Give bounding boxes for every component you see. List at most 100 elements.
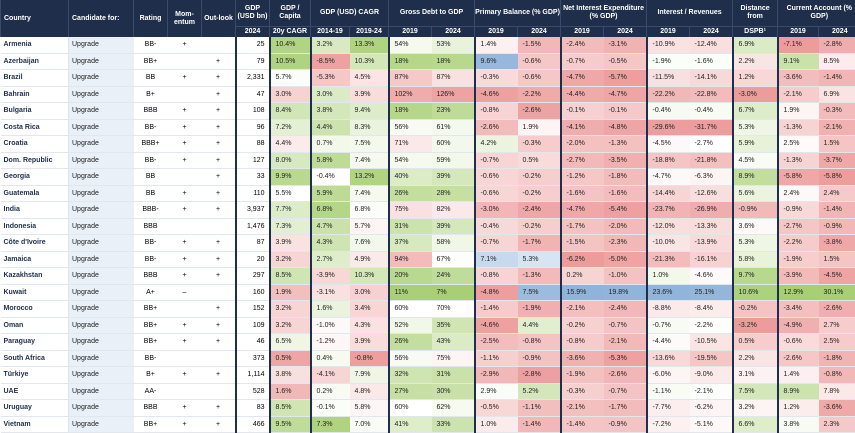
interest-2024-cell: -1.3% <box>604 136 647 153</box>
debt-2024-cell: 61% <box>432 119 475 136</box>
country-cell: Vietnam <box>1 416 69 433</box>
outlook-cell <box>202 350 236 367</box>
gdp-cell: 152 <box>236 301 270 318</box>
interest-2024-cell: -1.6% <box>604 185 647 202</box>
cagr-2019-24-cell: -0.8% <box>350 350 389 367</box>
distance-cell: 6.6% <box>733 416 778 433</box>
primary-2024-cell: -0.2% <box>518 185 561 202</box>
candidate-cell: Upgrade <box>69 334 134 351</box>
country-cell: Oman <box>1 317 69 334</box>
revenues-2024-cell: -22.8% <box>690 86 733 103</box>
candidate-cell: Upgrade <box>69 284 134 301</box>
momentum-cell: + <box>168 251 202 268</box>
primary-2019-cell: -0.5% <box>475 400 518 417</box>
candidate-cell: Upgrade <box>69 202 134 219</box>
debt-2019-cell: 60% <box>389 400 432 417</box>
ca-2019-cell: 1.9% <box>778 103 819 120</box>
debt-2019-cell: 18% <box>389 103 432 120</box>
outlook-cell: + <box>202 152 236 169</box>
cagr-2019-24-cell: 4.3% <box>350 317 389 334</box>
interest-2024-cell: -3.1% <box>604 37 647 53</box>
gdp-capita-cell: 7.7% <box>270 202 311 219</box>
rating-cell: B+ <box>134 367 168 384</box>
subheader-ca-2019: 2019 <box>778 27 819 38</box>
interest-2019-cell: -1.7% <box>561 218 604 235</box>
distance-cell: -0.9% <box>733 202 778 219</box>
interest-2019-cell: -0.7% <box>561 53 604 70</box>
distance-cell: 5.6% <box>733 185 778 202</box>
momentum-cell <box>168 86 202 103</box>
ca-2024-cell: 6.9% <box>819 86 855 103</box>
cagr-2014-19-cell: -0.1% <box>311 400 350 417</box>
revenues-2019-cell: -8.8% <box>647 301 690 318</box>
header-gdp: GDP (USD bn) <box>236 0 270 27</box>
header-interest-revenues: Interest / Revenues <box>647 0 733 27</box>
gdp-capita-cell: 8.0% <box>270 152 311 169</box>
country-cell: Uruguay <box>1 400 69 417</box>
cagr-2019-24-cell: 7.4% <box>350 152 389 169</box>
country-cell: Armenia <box>1 37 69 53</box>
primary-2024-cell: -1.1% <box>518 400 561 417</box>
primary-2019-cell: -0.6% <box>475 185 518 202</box>
ca-2019-cell: 8.9% <box>778 383 819 400</box>
ca-2019-cell: -2.2% <box>778 235 819 252</box>
debt-2019-cell: 87% <box>389 70 432 87</box>
revenues-2024-cell: -9.0% <box>690 367 733 384</box>
revenues-2019-cell: -4.7% <box>647 169 690 186</box>
ca-2024-cell: -3.7% <box>819 152 855 169</box>
primary-2019-cell: -2.5% <box>475 334 518 351</box>
subheader-debt-2024: 2024 <box>432 27 475 38</box>
country-cell: Paraguay <box>1 334 69 351</box>
debt-2024-cell: 87% <box>432 70 475 87</box>
revenues-2019-cell: -29.6% <box>647 119 690 136</box>
rating-cell: BB- <box>134 235 168 252</box>
country-cell: Indonesia <box>1 218 69 235</box>
momentum-cell: + <box>168 103 202 120</box>
primary-2024-cell: -2.4% <box>518 202 561 219</box>
revenues-2019-cell: -7.2% <box>647 416 690 433</box>
primary-2019-cell: 9.6% <box>475 53 518 70</box>
debt-2019-cell: 37% <box>389 235 432 252</box>
gdp-capita-cell: 5.5% <box>270 185 311 202</box>
outlook-cell: + <box>202 103 236 120</box>
revenues-2024-cell: -13.9% <box>690 235 733 252</box>
gdp-capita-cell: 1.6% <box>270 383 311 400</box>
debt-2024-cell: 43% <box>432 334 475 351</box>
revenues-2019-cell: -21.3% <box>647 251 690 268</box>
ca-2024-cell: 8.5% <box>819 53 855 70</box>
rating-cell: BB- <box>134 251 168 268</box>
cagr-2014-19-cell: 3.2% <box>311 37 350 53</box>
primary-2019-cell: 1.0% <box>475 416 518 433</box>
ca-2019-cell: -2.7% <box>778 218 819 235</box>
cagr-2014-19-cell: 0.4% <box>311 350 350 367</box>
revenues-2024-cell: -6.2% <box>690 400 733 417</box>
ca-2024-cell: 7.8% <box>819 383 855 400</box>
distance-cell: -3.2% <box>733 317 778 334</box>
interest-2024-cell: -1.8% <box>604 169 647 186</box>
revenues-2019-cell: -10.0% <box>647 235 690 252</box>
header-primary-balance: Primary Balance (% GDP) <box>475 0 561 27</box>
revenues-2019-cell: -4.5% <box>647 136 690 153</box>
country-cell: Kuwait <box>1 284 69 301</box>
revenues-2024-cell: -2.1% <box>690 383 733 400</box>
interest-2019-cell: -4.7% <box>561 70 604 87</box>
rating-cell: BB- <box>134 37 168 53</box>
primary-2019-cell: 4.2% <box>475 136 518 153</box>
country-cell: Croatia <box>1 136 69 153</box>
cagr-2019-24-cell: 4.5% <box>350 70 389 87</box>
ca-2024-cell: 1.5% <box>819 251 855 268</box>
interest-2024-cell: -2.1% <box>604 334 647 351</box>
cagr-2014-19-cell: -5.3% <box>311 70 350 87</box>
distance-cell: 5.3% <box>733 235 778 252</box>
outlook-cell: + <box>202 334 236 351</box>
momentum-cell: + <box>168 400 202 417</box>
interest-2024-cell: -2.6% <box>604 367 647 384</box>
interest-2019-cell: -4.1% <box>561 119 604 136</box>
cagr-2019-24-cell: 3.9% <box>350 86 389 103</box>
revenues-2019-cell: 1.0% <box>647 268 690 285</box>
rating-cell: BBB <box>134 218 168 235</box>
interest-2019-cell: -4.7% <box>561 202 604 219</box>
